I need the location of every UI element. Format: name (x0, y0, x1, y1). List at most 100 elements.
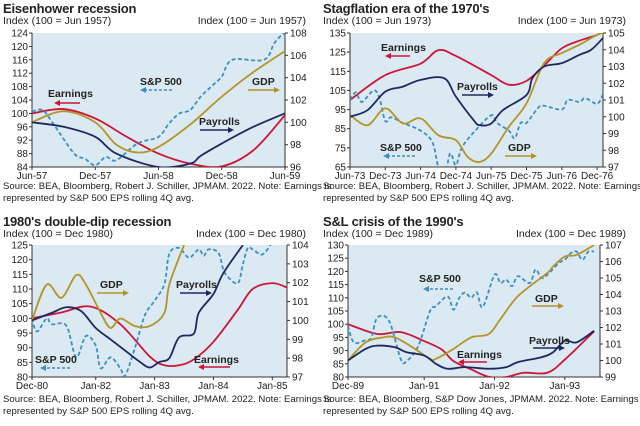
y-right-tick-label: 105 (605, 274, 622, 285)
y-left-tick-label: 95 (17, 329, 29, 340)
y-right-tick-label: 107 (605, 241, 622, 252)
y-left-tick-label: 125 (327, 254, 344, 265)
y-left-tick-label: 110 (328, 293, 344, 304)
y-right-tick-label: 104 (608, 45, 625, 56)
chart-title: 1980's double-dip recession (3, 214, 172, 229)
y-right-tick-label: 98 (608, 146, 620, 157)
y-right-tick-label: 96 (290, 163, 302, 174)
y-left-tick-label: 115 (330, 67, 346, 78)
y-left-tick-label: 125 (329, 48, 346, 59)
series-label: Payrolls (529, 335, 570, 347)
series-line-payrolls (348, 330, 595, 370)
arrowhead-icon (198, 364, 204, 370)
y-left-tick-label: 90 (333, 346, 345, 357)
chart-panel-sl-crisis: S&L crisis of the 1990's Index (100 = De… (320, 213, 640, 426)
y-right-tick-label: 98 (290, 140, 302, 151)
arrowhead-icon (385, 53, 391, 59)
arrowhead-icon (531, 153, 537, 159)
y-left-tick-label: 120 (11, 42, 28, 53)
series-line-earnings (348, 323, 595, 377)
x-tick-label: Dec-58 (206, 171, 239, 182)
series-line-gdp (32, 245, 185, 329)
series-label: Earnings (457, 349, 502, 361)
chart-svg: 80 85 90 95 100 105 110 115 120 125 97 98 99 100 101 10… (11, 241, 309, 393)
arrowhead-icon (206, 290, 212, 296)
source-note-2: represented by S&P 500 EPS rolling 4Q av… (323, 193, 514, 204)
y-right-tick-label: 105 (608, 29, 625, 40)
arrowhead-icon (54, 100, 60, 106)
arrowhead-icon (558, 303, 564, 309)
series-label: S&P 500 (419, 273, 461, 285)
y-right-tick-label: 104 (292, 241, 309, 252)
source-note-2: represented by S&P 500 EPS rolling 4Q av… (3, 193, 194, 204)
series-line-gdp (32, 49, 285, 154)
source-note: Source: BEA, Bloomberg, Robert J. Schill… (323, 181, 640, 192)
right-axis-label: Index (100 = Jun 1973) (517, 15, 626, 27)
x-tick-label: Jan-84 (198, 381, 229, 392)
y-left-tick-label: 135 (329, 29, 346, 40)
chart-title: S&L crisis of the 1990's (323, 214, 464, 229)
y-left-tick-label: 116 (12, 55, 28, 66)
series-line-payrolls (32, 112, 285, 167)
chart-svg: 80 85 90 95 100 105 110 115 120 125 130 99 100 101 102… (327, 241, 622, 393)
y-left-tick-label: 105 (329, 86, 346, 97)
arrowhead-icon (228, 127, 234, 133)
left-axis-label: Index (100 = Dec 1980) (3, 228, 114, 240)
arrowhead-icon (559, 345, 565, 351)
y-left-tick-label: 65 (335, 163, 347, 174)
series-label: GDP (535, 293, 558, 305)
chart-panel-eisenhower: Eisenhower recession Index (100 = Jun 19… (0, 0, 331, 213)
arrowhead-icon (458, 359, 464, 365)
x-tick-label: Jun-75 (476, 171, 507, 182)
y-right-tick-label: 98 (292, 354, 304, 365)
y-right-tick-label: 106 (605, 257, 622, 268)
y-left-tick-label: 125 (11, 241, 28, 252)
y-right-tick-label: 103 (605, 307, 622, 318)
series-label: Earnings (381, 42, 426, 54)
series-label: Earnings (48, 88, 93, 100)
series-group (350, 33, 603, 167)
y-left-tick-label: 100 (327, 320, 344, 331)
x-tick-label: Dec-80 (16, 381, 49, 392)
x-tick-label: Jan-93 (550, 381, 581, 392)
plot-area (32, 33, 285, 167)
left-axis-label: Index (100 = Dec 1989) (323, 228, 434, 240)
y-right-tick-label: 103 (292, 259, 309, 270)
x-tick-label: Jan-82 (80, 381, 111, 392)
arrowhead-icon (488, 92, 494, 98)
right-axis-label: Index (100 = Dec 1980) (195, 228, 306, 240)
source-note-2: represented by S&P 500 EPS rolling 4Q av… (323, 406, 514, 417)
y-left-tick-label: 75 (335, 143, 347, 154)
y-left-tick-label: 105 (11, 299, 28, 310)
x-tick-label: Jun-57 (17, 171, 48, 182)
y-left-tick-label: 88 (17, 149, 29, 160)
series-label: Payrolls (199, 116, 240, 128)
series-label: Payrolls (457, 81, 498, 93)
series-line-earnings (350, 33, 603, 101)
y-right-tick-label: 100 (290, 118, 307, 129)
source-note: Source: BEA, Bloomberg, Robert J. Schill… (3, 181, 332, 192)
x-tick-label: Dec-89 (332, 381, 365, 392)
chart-svg: 65 75 85 95 105 115 125 135 97 98 99 100 101 102 103 10… (329, 29, 625, 183)
y-right-tick-label: 106 (290, 51, 307, 62)
y-left-tick-label: 108 (11, 82, 28, 93)
series-label: Earnings (194, 354, 239, 366)
y-left-tick-label: 80 (333, 373, 345, 384)
y-left-tick-label: 120 (327, 267, 344, 278)
x-tick-label: Dec-75 (510, 171, 543, 182)
y-right-tick-label: 101 (292, 297, 309, 308)
x-tick-label: Jun-59 (270, 171, 301, 182)
y-left-tick-label: 95 (335, 105, 347, 116)
y-left-tick-label: 100 (11, 109, 28, 120)
chart-svg: 84 88 92 96 100 104 108 112 116 120 124 96 98 100 102 1… (11, 29, 307, 183)
right-axis-label: Index (100 = Jun 1957) (197, 15, 306, 27)
arrowhead-icon (140, 87, 146, 93)
series-line-s-p-500 (348, 250, 595, 365)
x-tick-label: Dec-76 (581, 171, 614, 182)
left-axis-label: Index (100 = Jun 1973) (323, 15, 432, 27)
series-line-payrolls (350, 37, 603, 127)
series-label: S&P 500 (380, 142, 422, 154)
arrowhead-icon (40, 365, 46, 371)
x-tick-label: Jun-74 (405, 171, 436, 182)
y-right-tick-label: 100 (605, 356, 622, 367)
